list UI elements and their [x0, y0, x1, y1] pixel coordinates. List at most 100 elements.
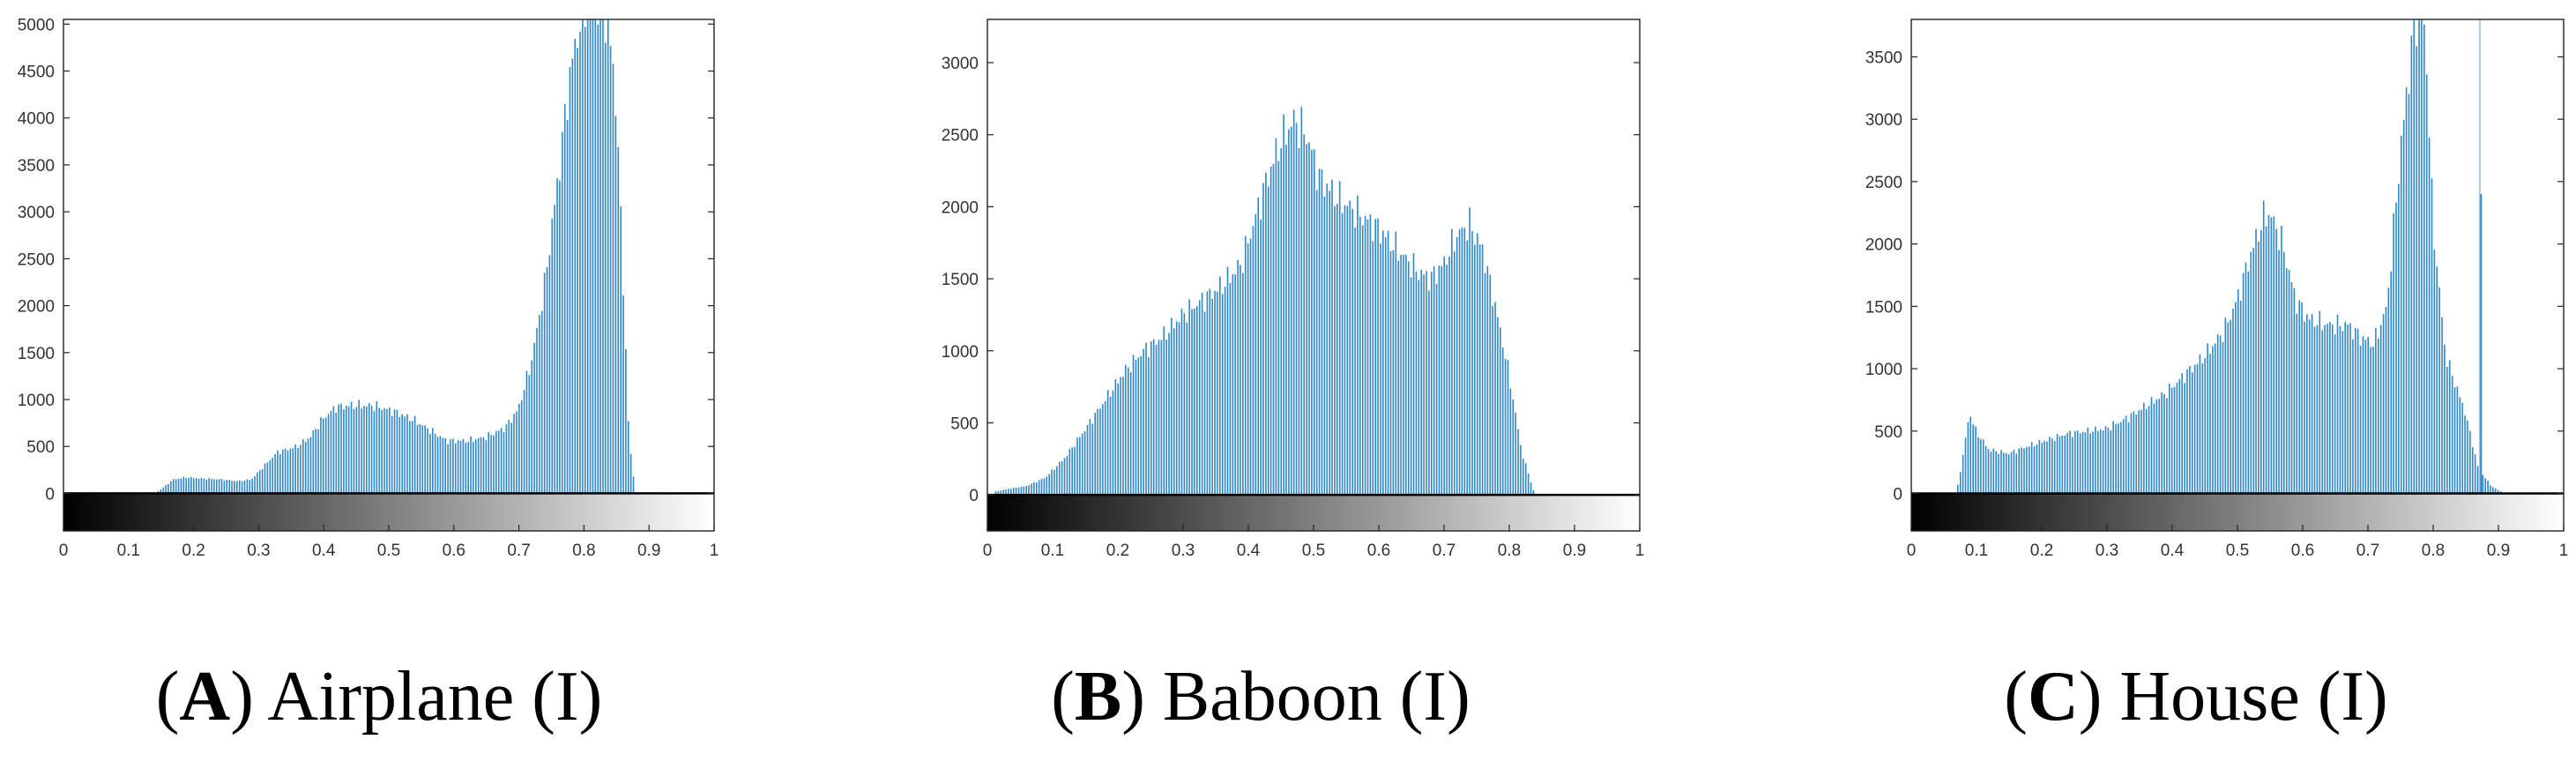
histogram-bar — [2118, 423, 2119, 494]
histogram-bar — [2336, 314, 2339, 494]
histogram-bar — [1438, 265, 1441, 496]
histogram-bar — [215, 479, 218, 494]
histogram-bar — [2216, 334, 2219, 494]
histogram-bar — [1150, 340, 1152, 496]
histogram-bar — [1987, 449, 1990, 494]
histogram-bar — [1484, 273, 1486, 496]
histogram-bar — [2181, 373, 2183, 494]
histogram-bar — [2104, 426, 2107, 494]
histogram-bar — [1369, 214, 1372, 496]
histogram-bar — [2092, 431, 2094, 494]
histogram-bar — [436, 437, 439, 494]
histogram-bar — [457, 440, 459, 494]
histogram-bar — [1079, 437, 1081, 496]
histogram-bar — [2327, 324, 2328, 494]
histogram-bar — [1975, 426, 1977, 494]
histogram-bar — [317, 429, 319, 494]
histogram-spike — [2478, 19, 2481, 494]
histogram-bar — [2209, 354, 2211, 494]
histogram-bar — [1405, 254, 1407, 496]
histogram-bar — [1053, 469, 1055, 496]
histogram-bar — [1433, 265, 1435, 496]
histogram-bar — [2354, 327, 2356, 494]
histogram-bar — [2308, 319, 2311, 494]
histogram-bar — [1336, 204, 1338, 496]
histogram-bar — [1295, 123, 1298, 496]
histogram-bar — [1008, 489, 1009, 496]
histogram-bar — [241, 481, 243, 494]
histogram-bar — [2444, 344, 2446, 494]
histogram-bar — [2436, 266, 2438, 494]
histogram-bar — [1097, 408, 1098, 496]
histogram-bar — [614, 116, 617, 494]
histogram-bar — [1341, 213, 1344, 496]
histogram-bar — [409, 421, 411, 494]
histogram-chart-a: 0 500 1000 1500 2000 2500 3000 3500 4000 4500 5000… — [18, 16, 719, 560]
histogram-bar — [1249, 238, 1252, 496]
histogram-bar — [1188, 299, 1190, 496]
histogram-bar — [2130, 413, 2133, 494]
histogram-bar — [1349, 200, 1351, 496]
histogram-bar — [2301, 302, 2303, 494]
x-tick-label: 0.9 — [1563, 542, 1586, 560]
histogram-bar — [376, 400, 378, 494]
y-tick-label: 1500 — [942, 271, 979, 289]
y-tick-label: 4000 — [18, 110, 55, 129]
caption-c: (C) House (I) — [1807, 657, 2576, 737]
histogram-bar — [1530, 482, 1532, 496]
histogram-bar — [2298, 300, 2300, 494]
histogram-bar — [2155, 399, 2158, 494]
histogram-bar — [1323, 196, 1326, 496]
histogram-bar — [554, 205, 555, 494]
histogram-bar — [368, 403, 370, 494]
histogram-bar — [2115, 423, 2117, 494]
histogram-spike — [2480, 194, 2483, 494]
histogram-bar — [421, 425, 424, 494]
histogram-bar — [1321, 169, 1323, 496]
histogram-bar — [493, 435, 495, 494]
histogram-bar — [2081, 431, 2084, 494]
histogram-bar — [1351, 208, 1353, 496]
histogram-bar — [997, 490, 1000, 496]
histogram-bar — [2471, 447, 2474, 494]
histogram-bar — [551, 218, 554, 494]
histogram-bar — [475, 439, 477, 494]
histogram-bar — [383, 408, 385, 494]
histogram-bar — [2005, 452, 2007, 494]
histogram-bar — [264, 463, 266, 494]
histogram-bar — [419, 423, 421, 494]
histogram-bar — [1183, 313, 1186, 496]
histogram-bar — [2127, 422, 2130, 494]
histogram-bar — [2056, 433, 2059, 494]
x-tick-label: 0.3 — [2096, 542, 2118, 560]
histogram-bar — [203, 478, 205, 494]
y-tick-label: 2500 — [18, 250, 55, 269]
histogram-bar — [2030, 442, 2033, 494]
histogram-bar — [2421, 19, 2423, 494]
histogram-bar — [1145, 342, 1147, 496]
histogram-bar — [2214, 343, 2216, 494]
histogram-bar — [1221, 294, 1224, 496]
histogram-bar — [361, 408, 362, 494]
histogram-bar — [1031, 483, 1032, 496]
y-tick-label: 500 — [26, 438, 55, 457]
histogram-bar — [2293, 288, 2296, 494]
histogram-bar — [2232, 308, 2234, 494]
histogram-bar — [459, 440, 462, 494]
histogram-bar — [2311, 314, 2313, 494]
histogram-bar — [1135, 359, 1137, 496]
histogram-bar — [2410, 35, 2413, 494]
histogram-bar — [1364, 215, 1366, 496]
histogram-bar — [1957, 484, 1959, 494]
histogram-bar — [2095, 426, 2096, 494]
histogram-bar — [297, 447, 299, 494]
histogram-bar — [1520, 444, 1522, 496]
histogram-bar — [205, 479, 208, 494]
histogram-bar — [540, 310, 543, 494]
y-tick-label: 5000 — [18, 16, 55, 34]
histogram-bar — [1081, 433, 1083, 496]
histogram-bar — [1137, 357, 1140, 496]
histogram-bar — [427, 428, 428, 494]
histogram-bar — [2456, 386, 2459, 494]
histogram-bar — [2377, 338, 2379, 494]
